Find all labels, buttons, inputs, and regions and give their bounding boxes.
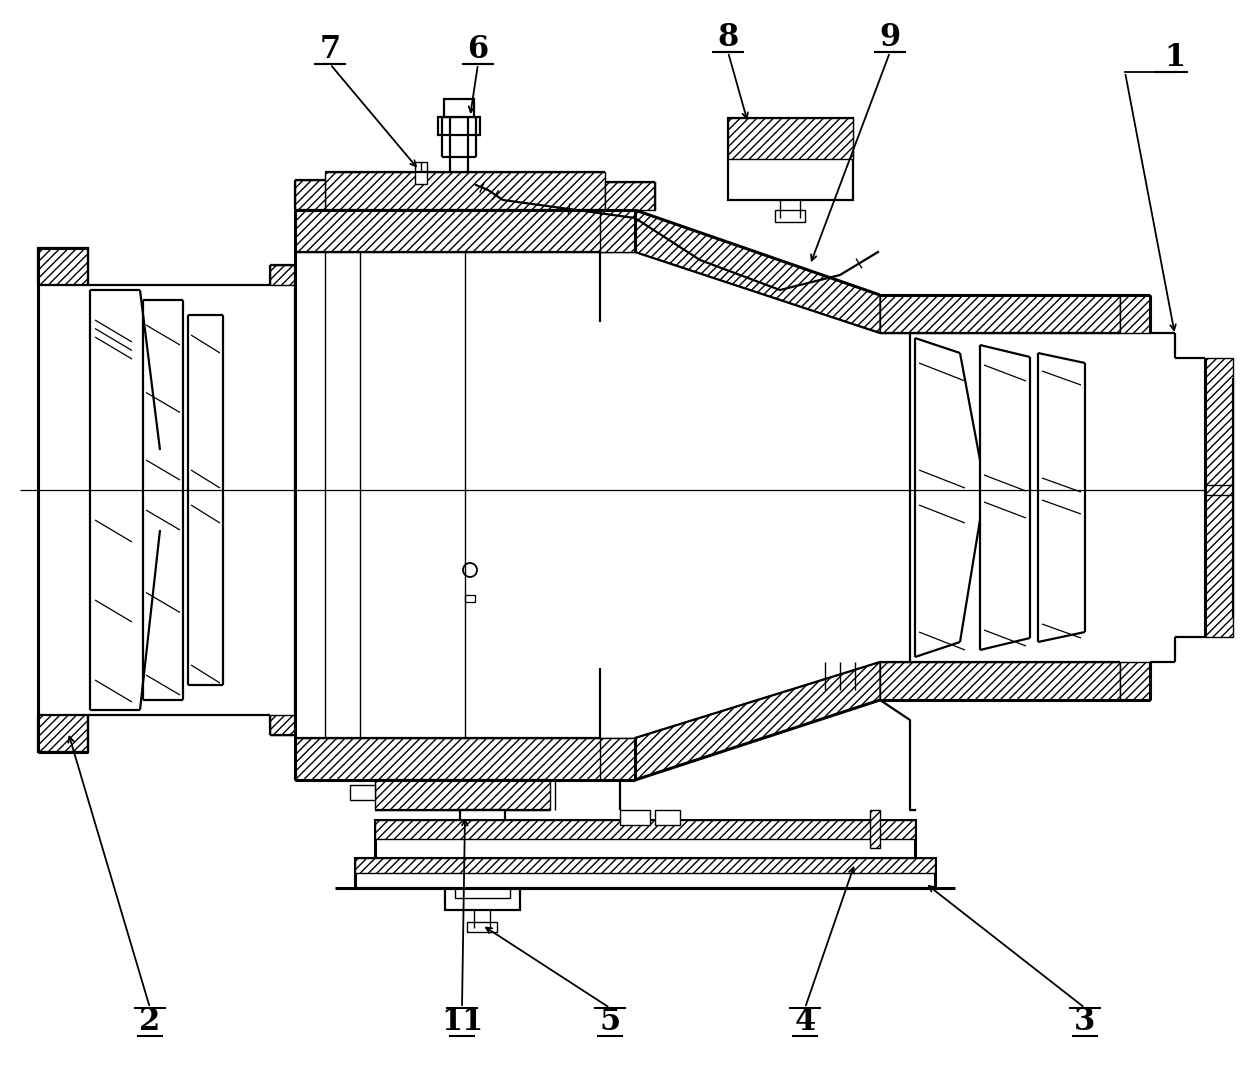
- Bar: [415, 162, 427, 184]
- Bar: [350, 785, 374, 800]
- Bar: [870, 810, 880, 848]
- Bar: [438, 117, 480, 135]
- Bar: [605, 182, 655, 210]
- Bar: [655, 810, 680, 825]
- Bar: [880, 295, 1120, 333]
- Bar: [455, 883, 510, 898]
- Bar: [600, 738, 635, 780]
- Bar: [620, 810, 650, 825]
- Bar: [444, 99, 474, 117]
- Bar: [600, 210, 635, 252]
- Text: 4: 4: [795, 1007, 816, 1037]
- Polygon shape: [635, 662, 880, 780]
- Text: 3: 3: [1074, 1007, 1096, 1037]
- Bar: [295, 180, 325, 210]
- Bar: [1120, 295, 1149, 333]
- Bar: [460, 810, 505, 855]
- Bar: [355, 858, 935, 873]
- Polygon shape: [635, 210, 880, 333]
- Bar: [1205, 358, 1233, 637]
- Bar: [1120, 662, 1149, 700]
- Bar: [374, 820, 915, 858]
- Bar: [728, 118, 853, 159]
- Text: 9: 9: [879, 23, 900, 54]
- Bar: [295, 738, 635, 780]
- Bar: [465, 835, 500, 847]
- Text: 6: 6: [467, 34, 489, 66]
- Text: 11: 11: [441, 1007, 484, 1037]
- Bar: [295, 210, 635, 252]
- Text: 2: 2: [139, 1007, 161, 1037]
- Bar: [355, 858, 935, 889]
- Bar: [325, 172, 605, 210]
- Bar: [465, 595, 475, 602]
- Bar: [374, 780, 551, 810]
- Bar: [728, 118, 853, 200]
- Bar: [38, 715, 88, 752]
- Text: 1: 1: [1164, 42, 1185, 73]
- Bar: [465, 820, 500, 833]
- Bar: [450, 861, 515, 880]
- Text: 5: 5: [599, 1007, 620, 1037]
- Bar: [880, 662, 1120, 700]
- Bar: [270, 715, 295, 735]
- Bar: [374, 820, 915, 839]
- Bar: [467, 922, 497, 932]
- Text: 7: 7: [320, 34, 341, 66]
- Bar: [38, 248, 88, 285]
- Text: 8: 8: [718, 23, 739, 54]
- Bar: [270, 265, 295, 285]
- Bar: [775, 210, 805, 222]
- Bar: [445, 855, 520, 910]
